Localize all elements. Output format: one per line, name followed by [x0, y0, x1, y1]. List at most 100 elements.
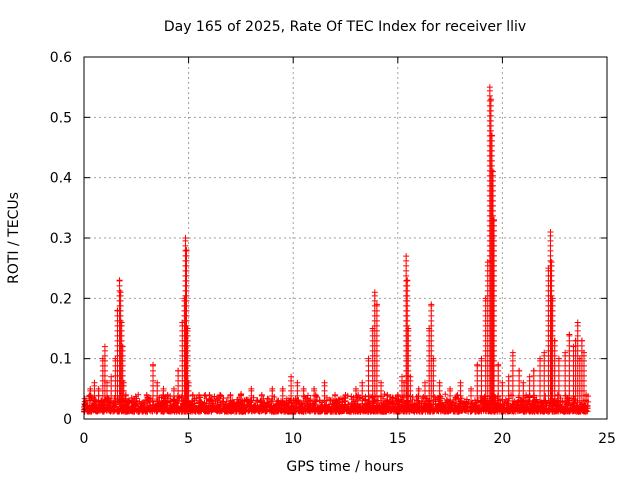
data-point [279, 385, 286, 392]
y-tick-label: 0.6 [50, 50, 72, 66]
noise-marker [463, 400, 470, 407]
data-point [486, 84, 493, 91]
noise-marker [295, 397, 302, 404]
noise-marker [203, 395, 210, 402]
x-tick-label: 5 [184, 431, 193, 447]
noise-marker [264, 402, 271, 409]
noise-marker [237, 407, 244, 414]
x-tick-label: 20 [493, 431, 511, 447]
noise-marker [461, 405, 468, 412]
noise-marker [480, 405, 487, 412]
noise-marker [131, 406, 138, 413]
data-point [580, 349, 587, 356]
noise-marker [176, 408, 183, 415]
data-point [150, 361, 157, 368]
data-point [384, 391, 391, 398]
noise-marker [578, 405, 585, 412]
data-point [122, 391, 129, 398]
x-axis-label: GPS time / hours [286, 459, 403, 475]
noise-marker [307, 407, 314, 414]
data-point [133, 397, 140, 404]
data-point [321, 379, 328, 386]
data-point [332, 391, 339, 398]
noise-marker [178, 394, 185, 401]
noise-marker [352, 408, 359, 415]
noise-marker [355, 407, 362, 414]
noise-marker [383, 408, 390, 415]
noise-marker [108, 407, 115, 414]
noise-marker [421, 406, 428, 413]
noise-marker [304, 402, 311, 409]
noise-marker [520, 408, 527, 415]
noise-marker [310, 402, 317, 409]
noise-marker [555, 403, 562, 410]
data-point [555, 355, 562, 362]
noise-marker [230, 399, 237, 406]
data-point [183, 247, 190, 254]
noise-band [81, 391, 592, 415]
data-point [170, 385, 177, 392]
noise-marker [141, 405, 148, 412]
data-point [415, 385, 422, 392]
noise-marker [473, 402, 480, 409]
noise-marker [390, 401, 397, 408]
noise-marker [187, 401, 194, 408]
noise-marker [324, 408, 331, 415]
data-point [311, 385, 318, 392]
noise-marker [409, 407, 416, 414]
noise-marker [388, 407, 395, 414]
noise-marker [137, 402, 144, 409]
noise-marker [467, 403, 474, 410]
noise-marker [256, 403, 263, 410]
data-point [574, 319, 581, 326]
noise-marker [115, 408, 122, 415]
noise-marker [196, 402, 203, 409]
data-point [407, 373, 414, 380]
noise-marker [191, 406, 198, 413]
y-tick-label: 0.4 [50, 171, 72, 187]
data-point [120, 379, 127, 386]
noise-marker [582, 407, 589, 414]
data-point [495, 361, 502, 368]
data-point [405, 325, 412, 332]
data-point [548, 259, 555, 266]
data-point [189, 391, 196, 398]
noise-marker [514, 406, 521, 413]
data-point [398, 373, 405, 380]
noise-marker [263, 408, 270, 415]
noise-marker [373, 408, 380, 415]
noise-marker [278, 407, 285, 414]
noise-marker [540, 408, 547, 415]
noise-marker [242, 404, 249, 411]
data-point [206, 391, 213, 398]
noise-marker [526, 408, 533, 415]
noise-marker [167, 402, 174, 409]
data-point [185, 379, 192, 386]
noise-marker [82, 403, 89, 410]
x-tick-label: 15 [389, 431, 407, 447]
noise-marker [450, 408, 457, 415]
data-point [547, 228, 554, 235]
data-point [541, 349, 548, 356]
noise-marker [549, 406, 556, 413]
noise-marker [381, 405, 388, 412]
noise-marker [362, 396, 369, 403]
data-point [428, 301, 435, 308]
noise-marker [257, 398, 264, 405]
data-point [116, 277, 123, 284]
data-point [378, 379, 385, 386]
noise-marker [178, 404, 185, 411]
data-point [404, 277, 411, 284]
noise-marker [431, 394, 438, 401]
noise-marker [100, 401, 107, 408]
noise-marker [208, 408, 215, 415]
noise-marker [214, 401, 221, 408]
noise-marker [433, 404, 440, 411]
noise-marker [385, 403, 392, 410]
noise-marker [160, 404, 167, 411]
noise-marker [250, 407, 257, 414]
noise-marker [525, 407, 532, 414]
noise-marker [92, 407, 99, 414]
data-point [520, 379, 527, 386]
